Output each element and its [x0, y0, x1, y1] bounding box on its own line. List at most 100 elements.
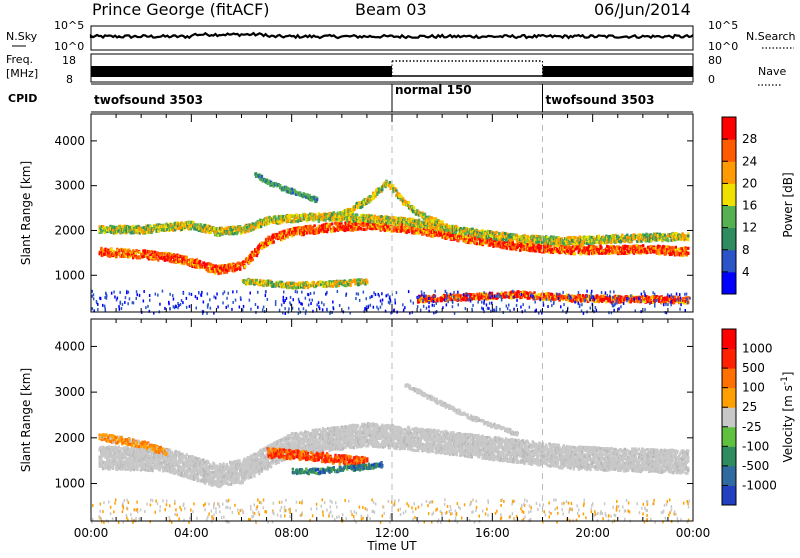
nsky-line	[91, 33, 693, 38]
nave-tick-top: 80	[708, 54, 722, 67]
data-cell	[687, 238, 689, 241]
data-cell	[675, 246, 677, 249]
data-cell	[595, 241, 597, 244]
data-cell	[446, 236, 448, 239]
nsky-panel-frame	[91, 26, 693, 50]
cpid-label: CPID	[8, 92, 37, 105]
data-cell	[228, 269, 230, 272]
beam-title: Beam 03	[355, 0, 427, 19]
data-cell	[424, 213, 426, 216]
data-cell	[408, 201, 410, 204]
freq-tick-top: 18	[62, 54, 76, 67]
nsky-tick-top: 10^5	[54, 19, 84, 32]
data-cell	[244, 265, 246, 268]
data-cell	[347, 228, 349, 231]
data-cell	[313, 281, 315, 284]
data-cell	[257, 251, 259, 254]
cpid-segment-label: normal 150	[395, 83, 472, 97]
station-title: Prince George (fitACF)	[92, 0, 270, 19]
data-cell	[345, 213, 347, 216]
data-cell	[135, 252, 137, 255]
nsearch-label: N.Search	[746, 30, 796, 43]
data-cell	[253, 254, 255, 257]
data-cell	[257, 248, 259, 251]
data-cell	[476, 242, 478, 245]
data-cell	[148, 250, 150, 253]
data-cell	[677, 248, 679, 251]
nsky-label: N.Sky	[6, 30, 38, 43]
data-cell	[327, 228, 329, 231]
data-cell	[349, 284, 351, 287]
data-cell	[361, 205, 363, 208]
data-cell	[574, 236, 576, 239]
data-cell	[252, 258, 254, 261]
nsky-tick-bottom: 10^0	[54, 40, 84, 53]
data-cell	[190, 227, 192, 230]
data-cell	[496, 231, 498, 234]
data-cell	[247, 230, 249, 233]
cpid-segment-label: twofsound 3503	[94, 93, 203, 107]
data-cell	[509, 239, 511, 242]
data-cell	[687, 252, 689, 255]
freq-block-1	[91, 66, 392, 77]
data-cell	[504, 232, 506, 235]
data-cell	[395, 216, 397, 219]
data-cell	[287, 236, 289, 239]
data-cell	[600, 246, 602, 249]
data-cell	[356, 214, 358, 217]
data-cell	[199, 260, 201, 263]
data-cell	[517, 240, 519, 243]
data-cell	[318, 220, 320, 223]
data-cell	[140, 253, 142, 256]
nave-tick-bottom: 0	[708, 73, 715, 86]
freq-trace	[91, 61, 693, 77]
data-cell	[161, 252, 163, 255]
data-cell	[418, 219, 420, 222]
nsky-trace	[91, 33, 693, 38]
data-cell	[646, 233, 648, 236]
cpid-segments: twofsound 3503 normal 150 twofsound 3503	[94, 83, 654, 112]
data-cell	[592, 241, 594, 244]
data-cell	[304, 213, 306, 216]
data-cell	[313, 224, 315, 227]
data-cell	[672, 247, 674, 250]
data-cell	[324, 219, 326, 222]
data-cell	[687, 235, 689, 238]
data-cell	[415, 232, 417, 235]
data-cell	[687, 247, 689, 250]
data-cell	[441, 221, 443, 224]
data-cell	[421, 233, 423, 236]
nsearch-tick-bottom: 10^0	[708, 40, 738, 53]
data-cell	[272, 241, 274, 244]
data-cell	[196, 223, 198, 226]
data-cell	[341, 215, 343, 218]
data-cell	[413, 206, 415, 209]
data-cell	[331, 222, 333, 225]
data-cell	[298, 226, 300, 229]
date-title: 06/Jun/2014	[594, 0, 691, 19]
data-cell	[323, 230, 325, 233]
data-cell	[366, 280, 368, 283]
freq-block-2	[543, 66, 694, 77]
data-cell	[104, 253, 106, 256]
cpid-segment-label: twofsound 3503	[546, 93, 655, 107]
freq-label: Freq.	[6, 53, 33, 66]
data-cell	[573, 252, 575, 255]
data-cell	[153, 258, 155, 261]
data-cell	[381, 188, 383, 191]
data-cell	[405, 200, 407, 203]
data-cell	[295, 287, 297, 290]
data-cell	[254, 227, 256, 230]
data-cell	[220, 272, 222, 275]
freq-unit: [MHz]	[6, 67, 38, 80]
data-cell	[642, 244, 644, 247]
data-cell	[667, 239, 669, 242]
freq-tick-bottom: 8	[66, 73, 73, 86]
data-cell	[613, 238, 615, 241]
nsearch-tick-top: 10^5	[708, 19, 738, 32]
nave-label: Nave	[758, 65, 786, 78]
data-cell	[110, 248, 112, 251]
